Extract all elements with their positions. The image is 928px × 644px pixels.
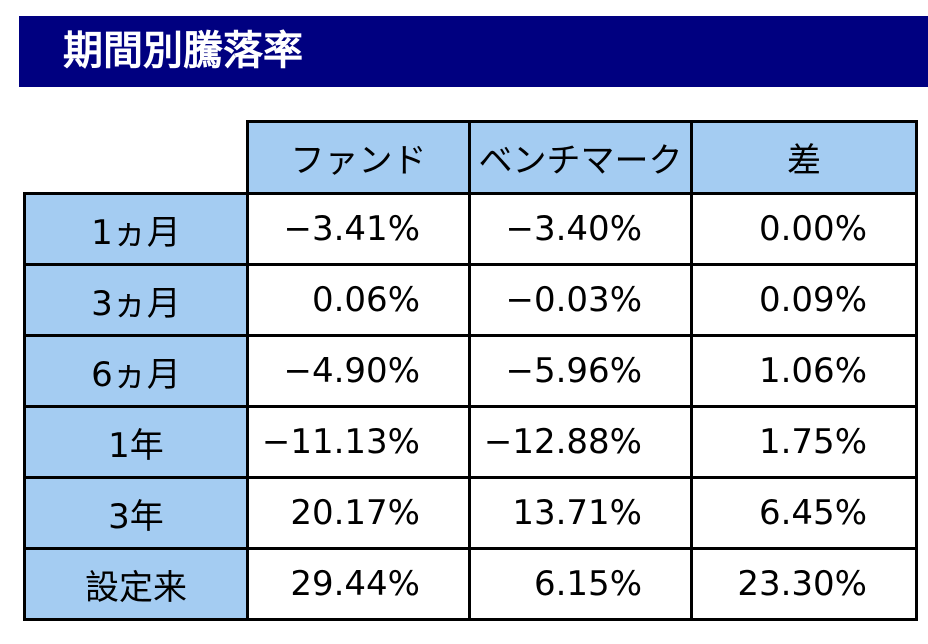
benchmark-return-cell: −0.03%	[468, 263, 693, 337]
difference-cell: 0.09%	[690, 263, 918, 337]
row-header-period: 3ヵ月	[23, 263, 249, 337]
column-header-benchmark: ベンチマーク	[468, 120, 693, 195]
table-row: 3年 20.17% 13.71% 6.45%	[23, 476, 918, 550]
table-row: 6ヵ月 −4.90% −5.96% 1.06%	[23, 334, 918, 408]
table-header-row: ファンド ベンチマーク 差	[24, 120, 918, 195]
benchmark-return-cell: −5.96%	[468, 334, 693, 408]
title-bar: 期間別騰落率	[19, 16, 928, 87]
table-corner-cell	[24, 121, 249, 195]
page-title: 期間別騰落率	[63, 28, 303, 74]
difference-cell: 23.30%	[690, 547, 918, 621]
difference-cell: 1.06%	[690, 334, 918, 408]
row-header-period: 3年	[23, 476, 249, 550]
fund-return-cell: −11.13%	[246, 405, 471, 479]
table-row: 1ヵ月 −3.41% −3.40% 0.00%	[23, 192, 918, 266]
fund-return-cell: −4.90%	[246, 334, 471, 408]
difference-cell: 6.45%	[690, 476, 918, 550]
table-row: 設定来 29.44% 6.15% 23.30%	[23, 547, 918, 621]
difference-cell: 0.00%	[690, 192, 918, 266]
table-row: 1年 −11.13% −12.88% 1.75%	[23, 405, 918, 479]
fund-return-cell: 20.17%	[246, 476, 471, 550]
column-header-difference: 差	[690, 120, 918, 195]
performance-table: ファンド ベンチマーク 差 1ヵ月 −3.41% −3.40% 0.00% 3ヵ…	[23, 120, 918, 621]
fund-return-cell: 29.44%	[246, 547, 471, 621]
fund-return-cell: 0.06%	[246, 263, 471, 337]
fund-return-cell: −3.41%	[246, 192, 471, 266]
row-header-period: 6ヵ月	[23, 334, 249, 408]
row-header-period: 1年	[23, 405, 249, 479]
benchmark-return-cell: −3.40%	[468, 192, 693, 266]
difference-cell: 1.75%	[690, 405, 918, 479]
benchmark-return-cell: 6.15%	[468, 547, 693, 621]
column-header-fund: ファンド	[246, 120, 471, 195]
table-row: 3ヵ月 0.06% −0.03% 0.09%	[23, 263, 918, 337]
row-header-period: 1ヵ月	[23, 192, 249, 266]
benchmark-return-cell: 13.71%	[468, 476, 693, 550]
benchmark-return-cell: −12.88%	[468, 405, 693, 479]
row-header-period: 設定来	[23, 547, 249, 621]
